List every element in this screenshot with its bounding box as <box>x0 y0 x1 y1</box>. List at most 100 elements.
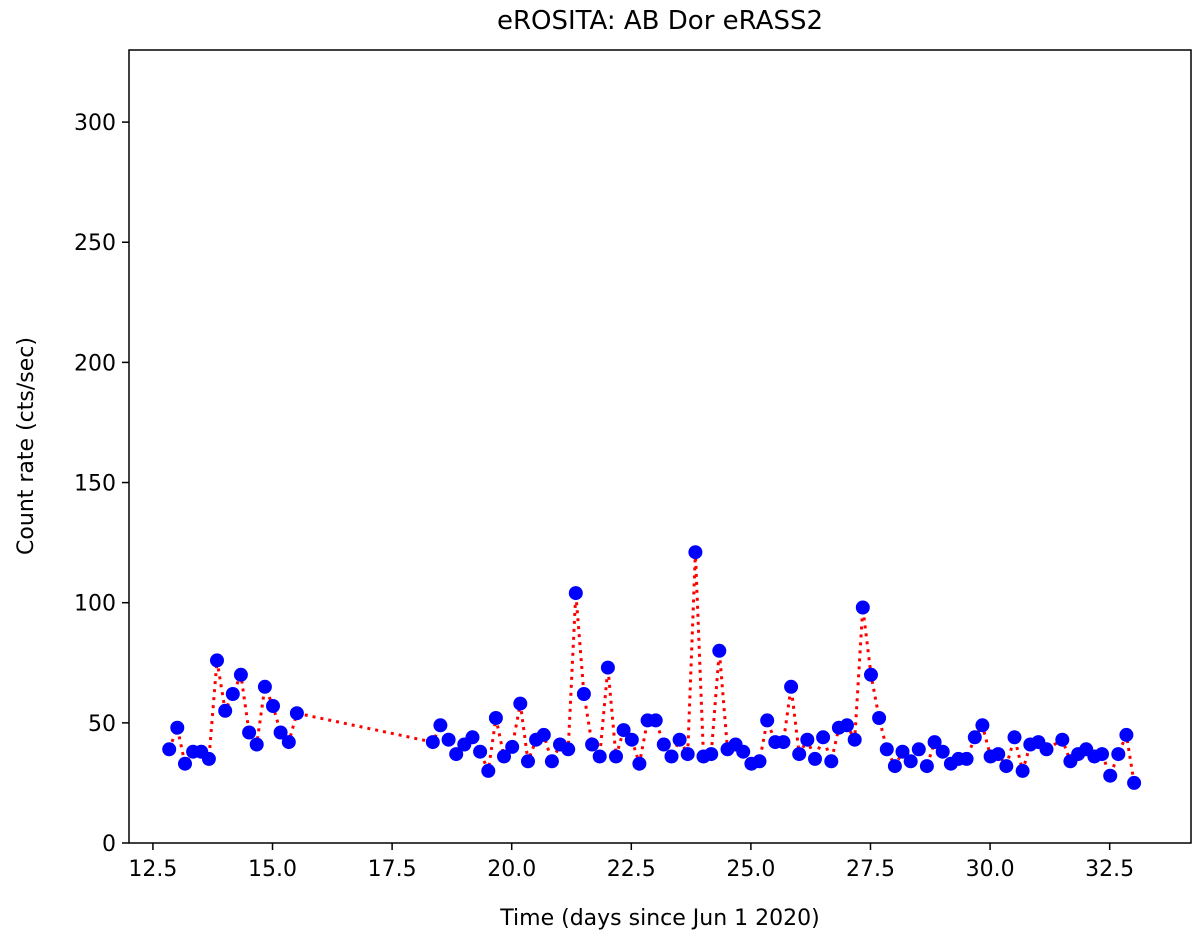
y-tick-label: 50 <box>88 712 116 737</box>
data-point <box>218 703 233 718</box>
x-tick-label: 22.5 <box>607 857 656 882</box>
data-point <box>433 718 448 733</box>
data-point <box>449 747 464 762</box>
data-point <box>680 747 695 762</box>
x-axis-label: Time (days since Jun 1 2020) <box>499 906 819 931</box>
x-tick-label: 25.0 <box>726 857 775 882</box>
data-point <box>178 756 192 771</box>
y-tick-label: 300 <box>74 111 116 136</box>
data-point <box>792 747 807 762</box>
data-point <box>425 735 440 750</box>
data-point <box>592 749 607 764</box>
data-point <box>672 732 687 747</box>
plot-area <box>128 49 1192 844</box>
data-point <box>991 747 1006 762</box>
data-point <box>1007 730 1022 745</box>
data-point <box>879 742 894 757</box>
data-point <box>760 713 775 728</box>
x-tick-label: 12.5 <box>128 857 177 882</box>
data-point <box>505 739 520 754</box>
x-tick-label: 27.5 <box>846 857 895 882</box>
data-point <box>561 742 576 757</box>
data-point <box>1127 775 1142 790</box>
data-point <box>840 718 854 733</box>
data-point <box>585 737 600 752</box>
data-point <box>1039 742 1054 757</box>
data-point <box>497 749 511 764</box>
data-point <box>210 653 224 668</box>
data-point <box>999 759 1014 774</box>
y-tick-label: 250 <box>74 231 116 256</box>
data-point <box>959 751 974 766</box>
data-point <box>895 744 910 759</box>
data-point <box>170 720 185 735</box>
data-point <box>544 754 559 769</box>
data-point <box>800 732 815 747</box>
data-point <box>536 727 551 742</box>
data-point <box>624 732 639 747</box>
data-point <box>855 600 870 615</box>
series-line <box>167 552 1136 784</box>
data-point <box>847 732 862 747</box>
data-point <box>776 735 791 750</box>
chart-title: eROSITA: AB Dor eRASS2 <box>497 6 823 36</box>
data-point <box>289 706 304 721</box>
data-point <box>935 744 950 759</box>
data-point <box>632 756 647 771</box>
data-point <box>648 713 663 728</box>
data-point <box>872 711 887 725</box>
data-point <box>600 660 615 675</box>
data-point <box>919 759 934 774</box>
x-tick-label: 32.5 <box>1085 857 1134 882</box>
data-point <box>1055 732 1070 747</box>
y-axis: 0 50 100 150 200 250 300 <box>74 111 129 857</box>
data-point <box>903 754 918 769</box>
y-tick-label: 150 <box>74 472 116 497</box>
data-point <box>488 711 503 725</box>
data-point <box>712 643 727 658</box>
data-point <box>864 667 878 682</box>
data-point <box>824 754 839 769</box>
plot-frame <box>128 49 1192 844</box>
data-point <box>752 754 767 769</box>
y-tick-label: 0 <box>102 832 116 857</box>
data-point <box>481 763 496 778</box>
data-point <box>225 687 240 701</box>
data-point <box>1095 747 1109 762</box>
x-axis: 12.5 15.0 17.5 20.0 22.5 25.0 27.5 30.0 32.5 <box>128 843 1134 882</box>
data-point <box>576 687 591 701</box>
data-point <box>1119 727 1134 742</box>
data-point <box>688 545 703 560</box>
data-point <box>242 725 257 740</box>
data-point <box>568 586 583 601</box>
data-point <box>816 730 831 745</box>
data-point <box>521 754 535 769</box>
y-axis-label: Count rate (cts/sec) <box>14 337 39 555</box>
data-point <box>784 679 799 694</box>
x-tick-label: 30.0 <box>966 857 1015 882</box>
y-tick-label: 200 <box>74 351 116 376</box>
data-point <box>927 735 942 750</box>
data-point <box>1111 747 1126 762</box>
data-point <box>465 730 480 745</box>
data-point <box>233 667 248 682</box>
data-point <box>609 749 623 764</box>
data-point <box>273 725 288 740</box>
y-tick-label: 100 <box>74 592 116 617</box>
data-point <box>808 751 822 766</box>
data-point <box>1015 763 1030 778</box>
data-point <box>664 749 679 764</box>
data-point <box>441 732 456 747</box>
data-point <box>257 679 272 694</box>
data-point <box>616 723 631 738</box>
data-point <box>162 742 177 757</box>
data-point <box>281 735 296 750</box>
data-point <box>201 751 216 766</box>
data-point <box>1103 768 1118 783</box>
data-point <box>887 759 902 774</box>
data-point <box>249 737 264 752</box>
x-tick-label: 20.0 <box>487 857 536 882</box>
data-point <box>513 696 528 711</box>
x-tick-label: 15.0 <box>248 857 297 882</box>
